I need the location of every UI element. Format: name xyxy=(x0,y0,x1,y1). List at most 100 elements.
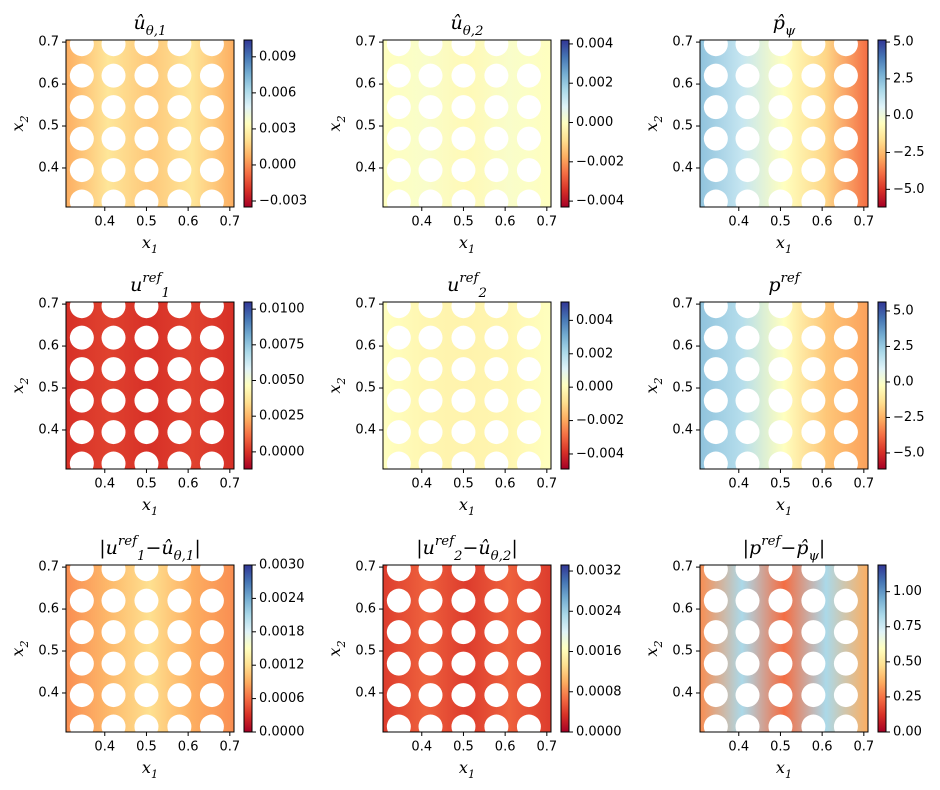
hole xyxy=(451,158,476,183)
text-run: x xyxy=(325,648,344,657)
colorbar-tick-label: 0.0 xyxy=(893,108,914,123)
hole xyxy=(167,420,192,445)
frame xyxy=(699,301,869,470)
text-run: p xyxy=(768,274,780,296)
text-run: ψ xyxy=(808,549,819,564)
chart-title: pref xyxy=(768,271,801,296)
hole xyxy=(768,588,793,613)
hole xyxy=(167,388,192,413)
colorbar-frame xyxy=(877,564,887,733)
hole xyxy=(199,189,224,214)
text-run: 2 xyxy=(652,115,665,123)
colorbar-frame xyxy=(560,564,570,733)
colorbar-tick-label: 0.000 xyxy=(259,157,296,172)
hole xyxy=(703,126,728,151)
hole xyxy=(801,325,826,350)
hole xyxy=(833,158,858,183)
hole xyxy=(101,388,126,413)
x-tick-label: 0.6 xyxy=(178,477,199,492)
text-run: x xyxy=(8,385,27,394)
hole xyxy=(199,32,224,57)
text-run: x xyxy=(776,233,785,252)
hole xyxy=(386,32,411,57)
colorbar-tick-label: 2.5 xyxy=(893,71,914,86)
colorbar-tick-label: 0.50 xyxy=(893,654,922,669)
text-run: 1 xyxy=(137,549,145,564)
colorbar-tick-label: −0.004 xyxy=(576,446,624,461)
hole xyxy=(516,557,541,582)
x-tick-label: 0.5 xyxy=(453,215,474,230)
hole xyxy=(703,388,728,413)
y-tick-label: 0.4 xyxy=(672,685,693,700)
hole xyxy=(199,683,224,708)
y-tick-label: 0.5 xyxy=(38,644,59,659)
y-tick-label: 0.5 xyxy=(355,381,376,396)
hole xyxy=(451,32,476,57)
hole xyxy=(703,189,728,214)
x-tick-label: 0.5 xyxy=(136,215,157,230)
text-run: 1 xyxy=(468,505,475,518)
colorbar xyxy=(878,565,886,732)
text-run: ref xyxy=(459,271,480,286)
x-tick-label: 0.7 xyxy=(219,477,240,492)
hole xyxy=(735,63,760,88)
text-run: 1 xyxy=(785,768,792,781)
hole xyxy=(516,95,541,120)
hole xyxy=(69,158,94,183)
text-run: x xyxy=(642,648,661,657)
hole xyxy=(199,451,224,476)
y-tick-label: 0.6 xyxy=(672,602,693,617)
x-axis-label: x1 xyxy=(459,758,475,781)
hole xyxy=(516,620,541,645)
hole xyxy=(735,357,760,382)
frame xyxy=(65,301,235,470)
hole xyxy=(833,325,858,350)
hole xyxy=(516,63,541,88)
colorbar-tick-label: 5.0 xyxy=(893,303,914,318)
colorbar-tick-label: −2.5 xyxy=(893,145,925,160)
y-tick-label: 0.4 xyxy=(355,422,376,437)
hole xyxy=(69,325,94,350)
hole xyxy=(833,620,858,645)
frame xyxy=(699,564,869,733)
x-axis-label: x1 xyxy=(776,758,792,781)
hole xyxy=(516,294,541,319)
x-tick-label: 0.4 xyxy=(94,477,115,492)
hole xyxy=(451,95,476,120)
hole xyxy=(833,588,858,613)
hole xyxy=(833,714,858,739)
colorbar-tick-label: −0.003 xyxy=(259,193,307,208)
hole xyxy=(386,63,411,88)
hole xyxy=(101,32,126,57)
chart-title: ûθ,1 xyxy=(134,12,167,39)
x-tick-label: 0.6 xyxy=(812,477,833,492)
hole xyxy=(199,557,224,582)
hole xyxy=(703,294,728,319)
hole xyxy=(451,683,476,708)
hole xyxy=(418,388,443,413)
hole xyxy=(451,126,476,151)
text-run: |p xyxy=(743,537,762,559)
hole xyxy=(484,714,509,739)
y-tick-label: 0.7 xyxy=(38,560,59,575)
hole xyxy=(703,325,728,350)
hole xyxy=(134,126,159,151)
hole xyxy=(101,420,126,445)
hole xyxy=(418,357,443,382)
hole xyxy=(101,158,126,183)
hole xyxy=(418,126,443,151)
text-run: 2 xyxy=(652,640,665,648)
colorbar-tick-label: 0.0030 xyxy=(259,558,305,573)
text-run: 2 xyxy=(335,115,348,123)
colorbar-tick-label: 0.004 xyxy=(576,313,613,328)
frame xyxy=(699,39,869,208)
hole xyxy=(134,325,159,350)
hole xyxy=(801,189,826,214)
hole xyxy=(199,63,224,88)
x-axis-label: x1 xyxy=(142,495,158,518)
hole xyxy=(833,357,858,382)
hole xyxy=(101,325,126,350)
hole xyxy=(101,95,126,120)
hole xyxy=(484,158,509,183)
x-tick-label: 0.7 xyxy=(536,215,557,230)
